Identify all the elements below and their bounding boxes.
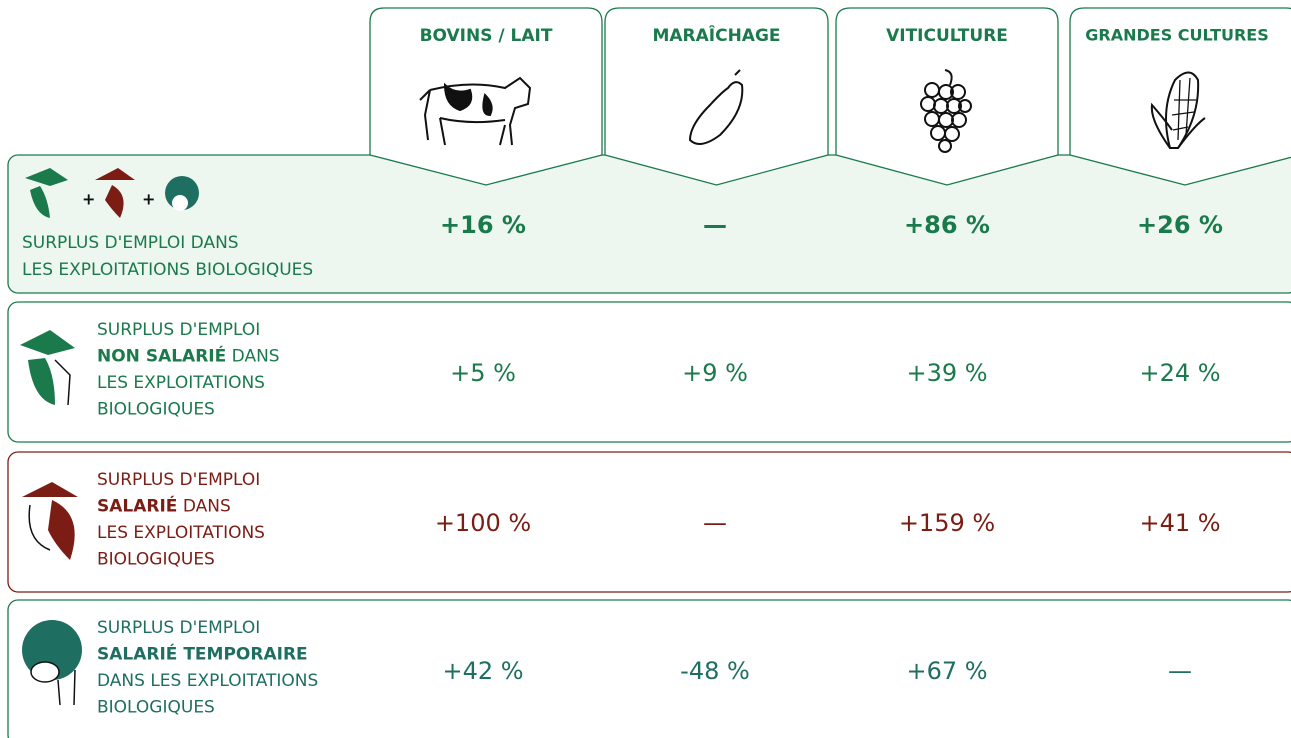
non-salarie-icon [20, 330, 75, 406]
cell-value: — [703, 509, 727, 537]
label-segment: LES EXPLOITATIONS [97, 523, 265, 543]
plus-sign: + [142, 190, 155, 209]
row-box [7, 301, 1291, 443]
cell-value: +100 % [435, 509, 531, 537]
cell-value: +24 % [1139, 359, 1220, 387]
cell-value: +41 % [1139, 509, 1220, 537]
cell-value: +39 % [906, 359, 987, 387]
label-segment: SALARIÉ [97, 495, 177, 517]
label-segment: LES EXPLOITATIONS BIOLOGIQUES [22, 260, 313, 280]
label-segment: SURPLUS D'EMPLOI [97, 320, 260, 340]
farmer-group-icon: + + [25, 168, 199, 218]
cell-value: — [1168, 657, 1192, 685]
cell-value: +26 % [1137, 211, 1223, 239]
cell-value: +67 % [906, 657, 987, 685]
label-segment: NON SALARIÉ [97, 345, 226, 367]
label-segment: BIOLOGIQUES [97, 400, 215, 420]
cell-value: +42 % [442, 657, 523, 685]
icons [419, 69, 1206, 153]
row-label: SURPLUS D'EMPLOI SALARIÉ DANS LES EXPLOITA… [97, 470, 265, 570]
column-header: MARAÎCHAGE [652, 24, 780, 46]
label-segment: BIOLOGIQUES [97, 550, 215, 570]
label-segment: SURPLUS D'EMPLOI [97, 618, 260, 638]
faces: + + [20, 168, 199, 706]
grapes-icon [920, 69, 972, 153]
label-segment: SURPLUS D'EMPLOI [97, 470, 260, 490]
row-boxes [7, 154, 1291, 738]
column-header-box [835, 7, 1059, 186]
cell-value: +86 % [904, 211, 990, 239]
label-segment: LES EXPLOITATIONS [97, 373, 265, 393]
column-header: GRANDES CULTURES [1085, 26, 1269, 45]
label-segment: DANS [226, 347, 279, 367]
row-label: SURPLUS D'EMPLOI SALARIÉ TEMPORAIRE DANS L… [97, 618, 318, 718]
label-segment: BIOLOGIQUES [97, 698, 215, 718]
salarie-icon [22, 482, 78, 560]
cell-value: -48 % [680, 657, 750, 685]
label-segment: DANS [177, 497, 230, 517]
cell-value: +16 % [440, 211, 526, 239]
column-header-box [604, 7, 829, 186]
cell-value: +5 % [450, 359, 516, 387]
row-label: SURPLUS D'EMPLOI NON SALARIÉ DANS LES EXPL… [97, 320, 280, 420]
label-segment: SURPLUS D'EMPLOI DANS [22, 233, 239, 253]
column-header-box [1069, 7, 1291, 186]
cell-value: +159 % [899, 509, 995, 537]
label-segment: SALARIÉ TEMPORAIRE [97, 643, 308, 665]
temporaire-icon [22, 620, 82, 706]
cow-icon [419, 76, 532, 146]
content: BOVINS / LAIT MARAÎCHAGE VITICULTURE GRANDE… [22, 24, 1269, 718]
label-segment: DANS LES EXPLOITATIONS [97, 671, 318, 691]
eggplant-icon [688, 69, 744, 145]
column-header: VITICULTURE [886, 26, 1008, 46]
row-box [7, 599, 1291, 738]
plus-sign: + [82, 190, 95, 209]
row-box [7, 451, 1291, 593]
row-label: SURPLUS D'EMPLOI DANS LES EXPLOITATIONS B… [22, 233, 313, 280]
cell-value: +9 % [682, 359, 748, 387]
cell-value: — [703, 211, 727, 239]
column-headers [369, 7, 1291, 186]
corn-icon [1150, 71, 1206, 149]
column-header: BOVINS / LAIT [420, 26, 553, 46]
